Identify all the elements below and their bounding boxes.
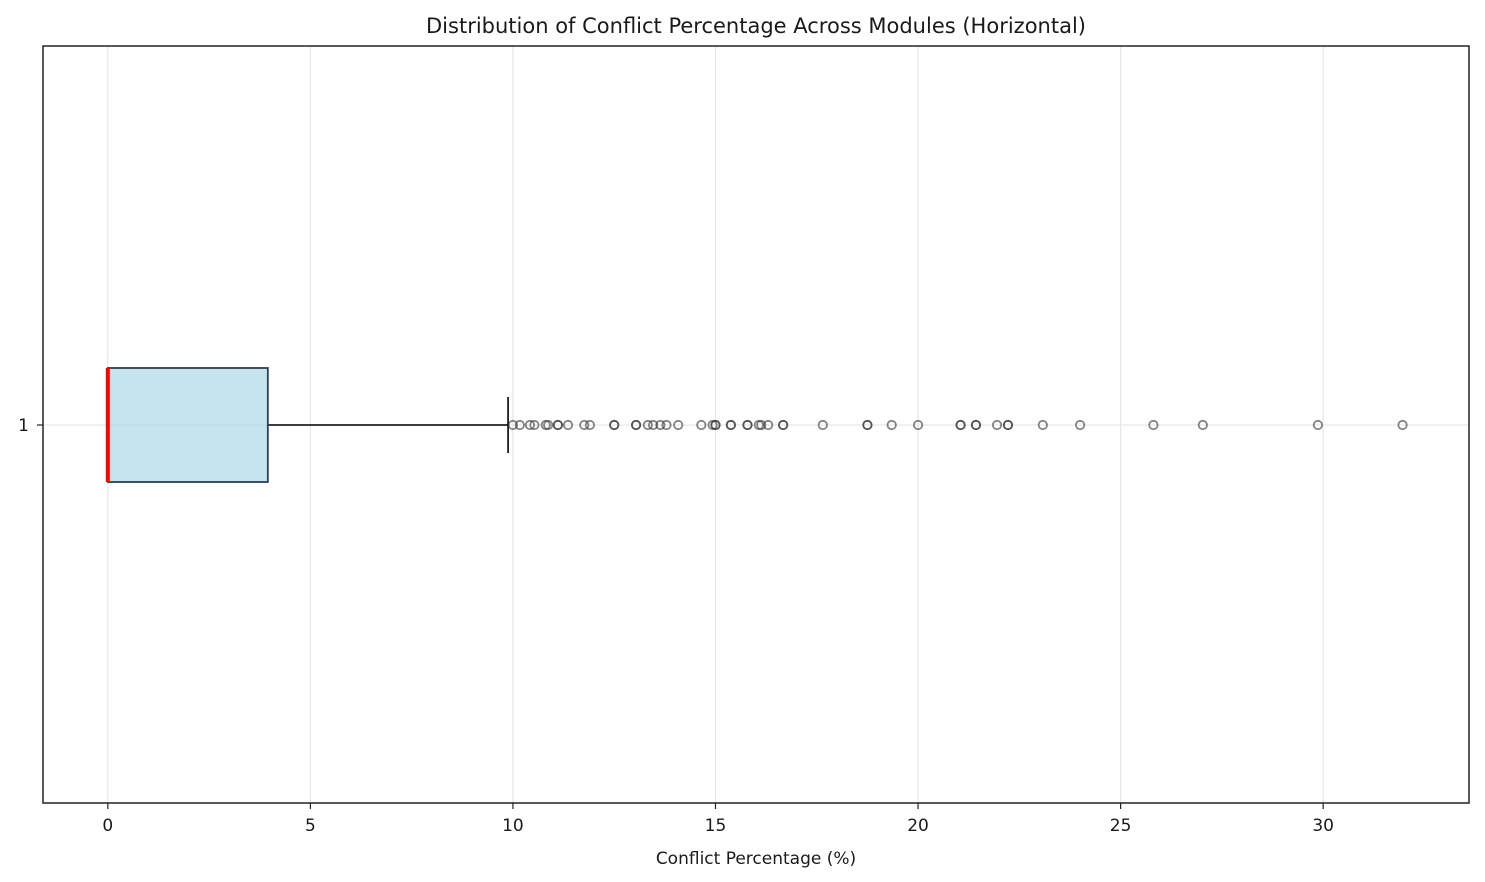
chart-title: Distribution of Conflict Percentage Acro… (426, 14, 1086, 38)
outlier-point (655, 419, 666, 431)
outlier-point (817, 419, 828, 431)
outlier-point (609, 419, 620, 431)
outlier-point (696, 419, 707, 431)
x-axis-ticks: 0 5 10 15 20 25 30 (102, 803, 1334, 836)
outlier-point (912, 419, 924, 431)
outlier-point (642, 419, 653, 431)
outlier-point (1002, 419, 1014, 431)
outlier-point (562, 419, 574, 431)
outlier-point (524, 419, 536, 431)
x-tick-label: 30 (1312, 816, 1334, 836)
outlier-point (552, 419, 563, 431)
x-tick-label: 10 (502, 816, 524, 836)
outlier-point (529, 419, 540, 431)
outlier-point (1037, 419, 1048, 431)
outlier-point (543, 419, 554, 431)
x-axis-label: Conflict Percentage (%) (656, 849, 856, 869)
x-tick-label: 5 (305, 816, 316, 836)
x-tick-label: 20 (907, 816, 929, 836)
y-axis-ticks: 1 (18, 416, 43, 436)
outlier-point (507, 419, 519, 431)
interquartile-box (106, 367, 269, 483)
outlier-point (1074, 419, 1086, 431)
outlier-point (778, 419, 789, 431)
outlier-point (584, 419, 596, 431)
outlier-point (756, 419, 767, 431)
outlier-point (886, 419, 897, 431)
outlier-point (579, 419, 590, 431)
outlier-point (648, 419, 659, 431)
outlier-point (514, 419, 525, 431)
outlier-point (991, 419, 1003, 431)
outlier-point (955, 419, 966, 431)
outlier-point (725, 419, 736, 431)
outlier-point (630, 419, 642, 431)
outlier-point (862, 419, 873, 431)
x-tick-label: 0 (102, 816, 113, 836)
outlier-layer (507, 419, 1408, 431)
outlier-point (673, 419, 684, 431)
x-tick-label: 25 (1110, 816, 1132, 836)
outlier-point (1312, 419, 1323, 431)
outlier-point (970, 419, 982, 431)
outlier-point (763, 419, 774, 431)
y-tick-label: 1 (18, 416, 29, 436)
outlier-point (742, 419, 753, 431)
outlier-point (710, 419, 721, 431)
outlier-point (1148, 419, 1159, 431)
outlier-point (661, 419, 672, 431)
outlier-point (1397, 419, 1408, 431)
x-tick-label: 15 (705, 816, 727, 836)
outlier-point (1197, 419, 1208, 431)
